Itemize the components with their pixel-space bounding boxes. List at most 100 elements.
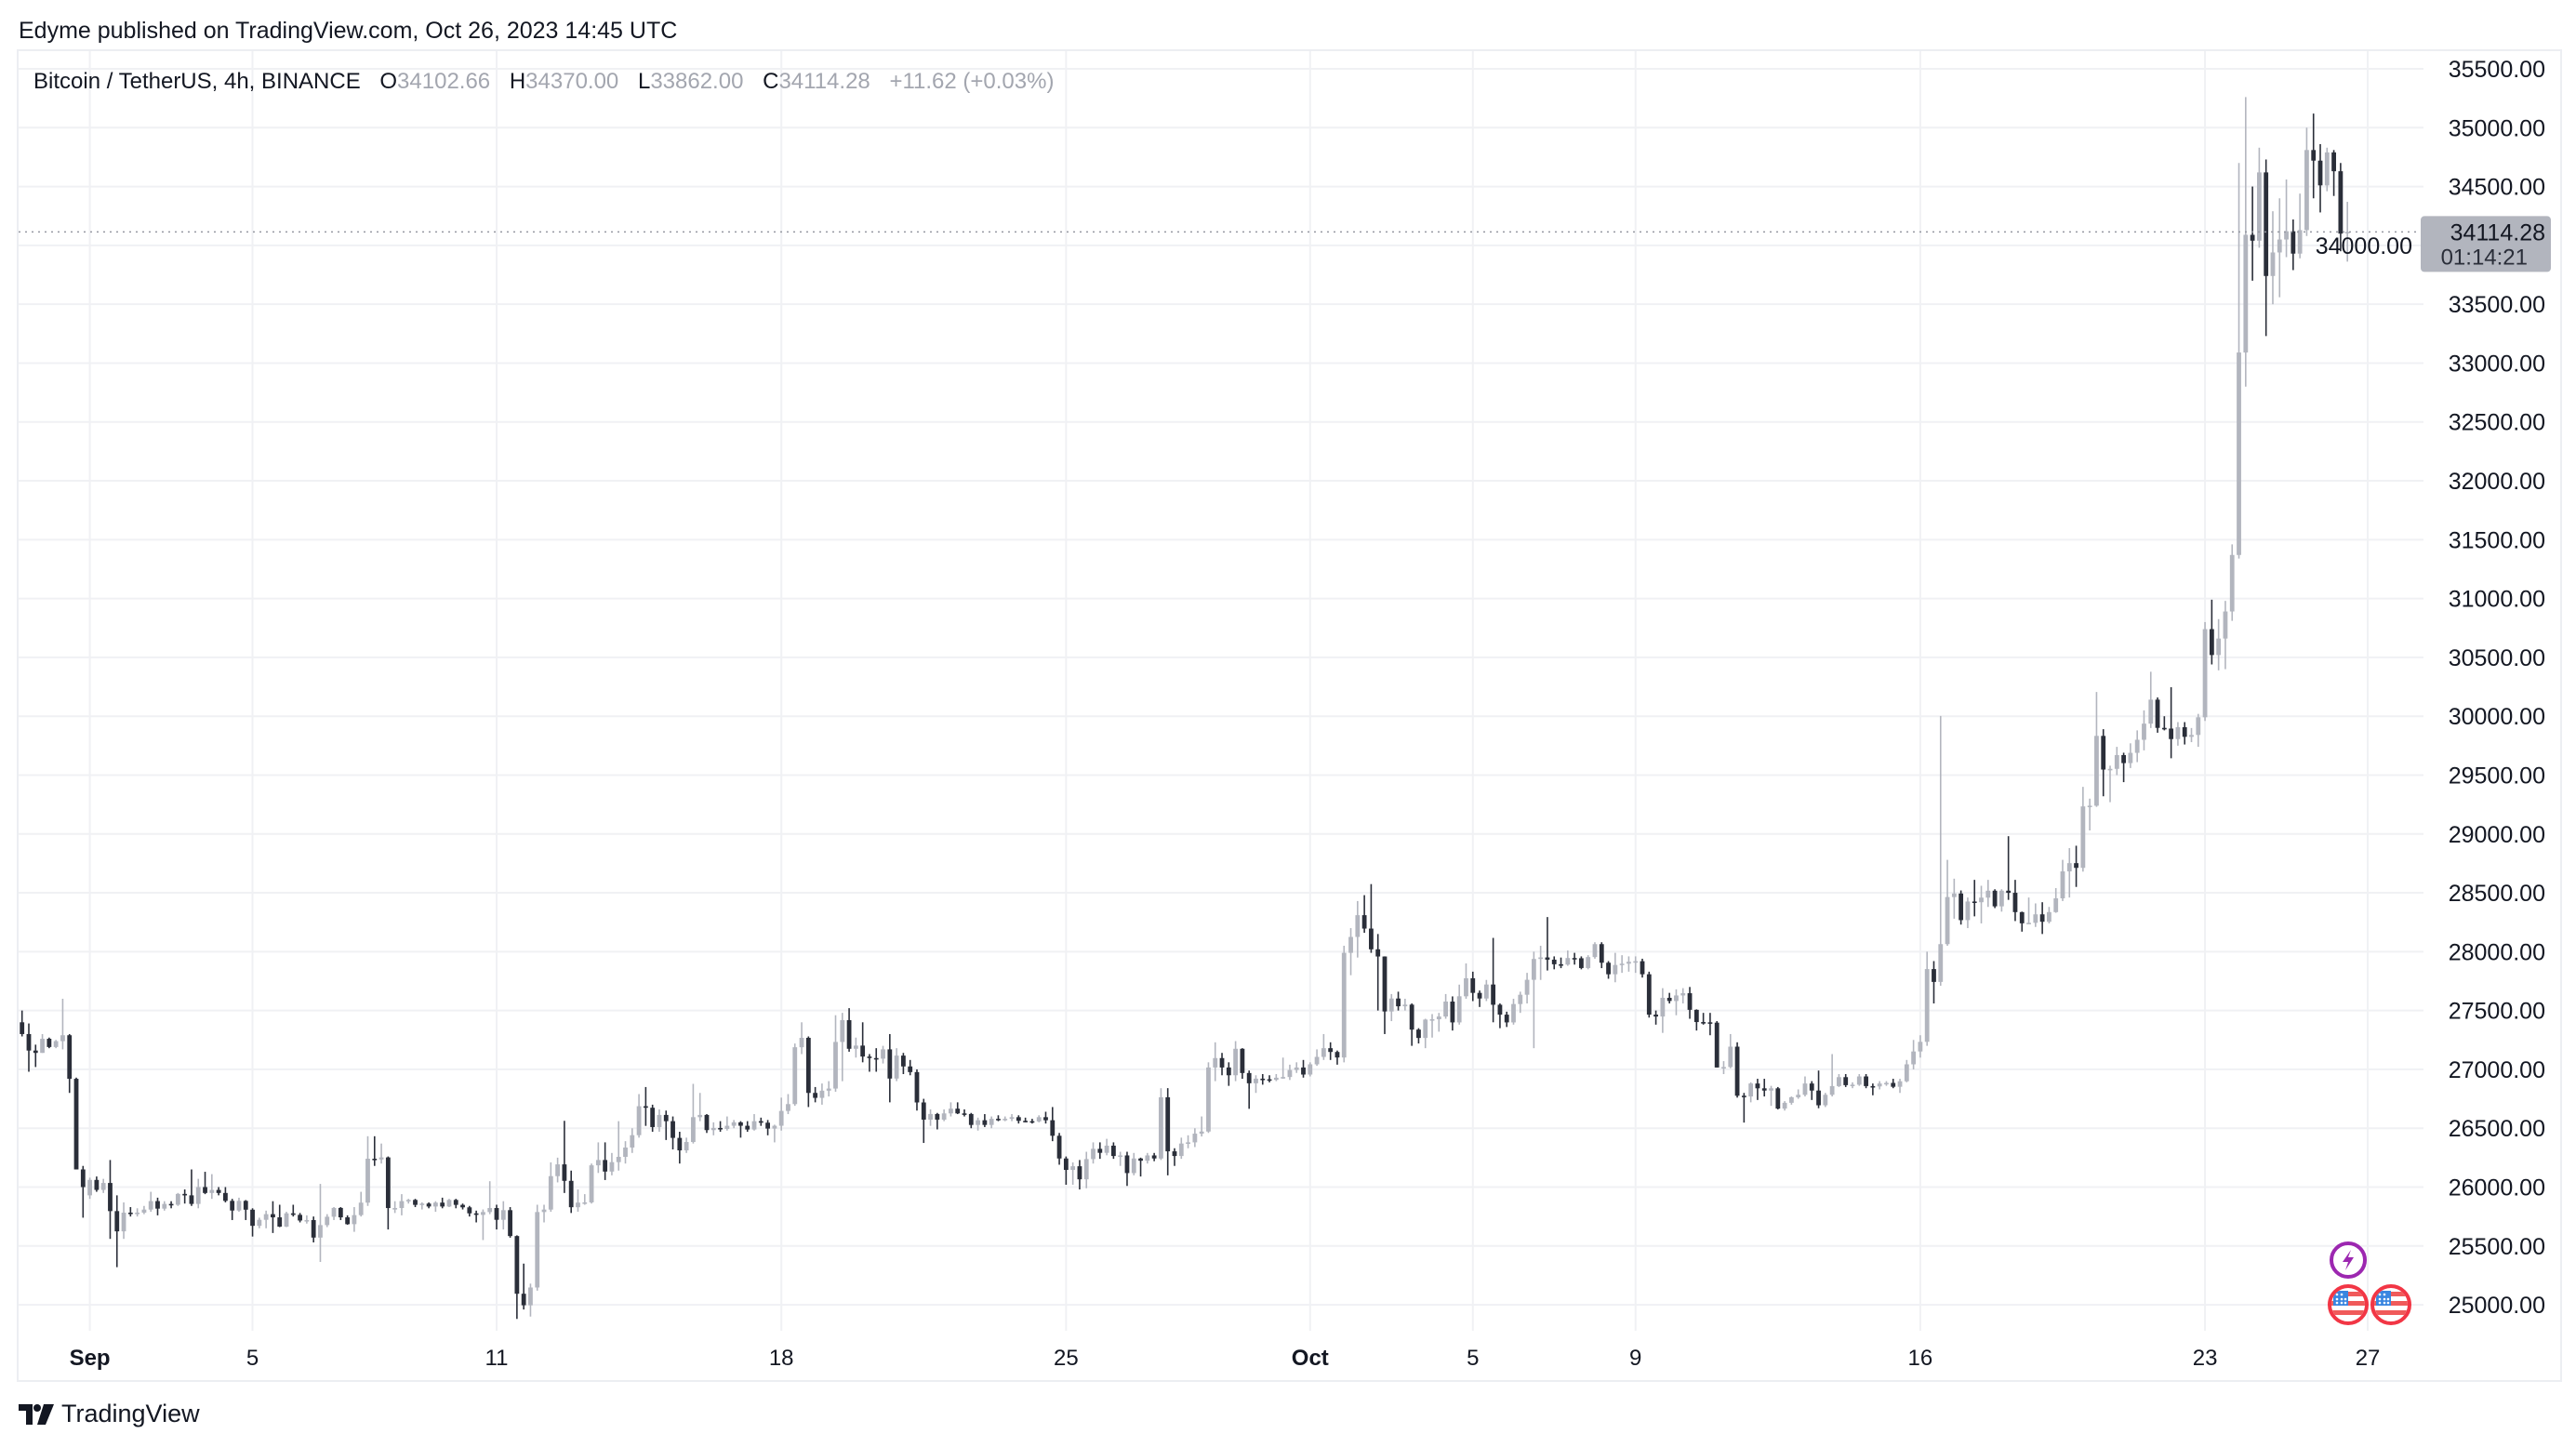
candle-up: [2243, 97, 2249, 387]
candle-down: [2291, 219, 2296, 271]
candle-up: [2087, 798, 2092, 830]
candle-down: [1240, 1048, 1245, 1080]
candle-up: [1748, 1082, 1754, 1103]
candle-up: [1483, 979, 1489, 1002]
candle-up: [1884, 1081, 1889, 1086]
candle-up: [799, 1022, 804, 1055]
candle-body: [1233, 1048, 1239, 1076]
lightning-icon[interactable]: [2330, 1241, 2367, 1279]
candle-body: [2142, 724, 2146, 740]
candle-down: [1375, 934, 1381, 1011]
candle-body: [921, 1102, 926, 1120]
candle-down: [663, 1110, 669, 1140]
candle-up: [1924, 951, 1930, 1046]
candle-body: [603, 1160, 608, 1172]
candle-up: [1856, 1073, 1862, 1086]
candle-up: [1985, 880, 1991, 908]
candle-body: [1260, 1078, 1266, 1081]
candle-body: [2196, 717, 2201, 736]
candle-body: [2148, 699, 2154, 724]
candle-down: [1497, 1003, 1503, 1029]
candle-body: [1592, 944, 1598, 958]
candle-up: [1524, 973, 1530, 1004]
us-flag-icon[interactable]: [2370, 1284, 2411, 1325]
candle-up: [1213, 1042, 1218, 1082]
candle-down: [1023, 1117, 1029, 1122]
bar-countdown: 01:14:21: [2441, 245, 2528, 270]
candle-body: [209, 1189, 215, 1193]
candle-body: [318, 1225, 323, 1238]
tradingview-footer[interactable]: TradingView: [19, 1400, 200, 1428]
candle-body: [1979, 897, 1984, 903]
candle-body: [392, 1208, 398, 1210]
candle-body: [385, 1157, 391, 1209]
candle-down: [1891, 1079, 1896, 1089]
candle-down: [1864, 1073, 1868, 1089]
candle-up: [1091, 1142, 1095, 1164]
candle-up: [1178, 1137, 1184, 1160]
price-tick-label: 28000.00: [2449, 939, 2545, 965]
candle-up: [2148, 671, 2154, 728]
candle-down: [1870, 1083, 1876, 1095]
candle-body: [1666, 997, 1672, 1002]
candle-down: [2039, 902, 2045, 935]
candle-body: [1837, 1077, 1841, 1086]
candle-body: [2114, 754, 2119, 769]
candle-down: [1693, 1009, 1699, 1031]
candle-body: [1721, 1067, 1726, 1069]
candle-body: [941, 1113, 947, 1120]
candle-body: [677, 1137, 683, 1151]
candle-up: [40, 1033, 45, 1054]
candle-down: [2264, 159, 2269, 337]
grid-lines: [19, 51, 2423, 1331]
candle-body: [352, 1215, 357, 1225]
last-price-value: 34114.28: [2450, 219, 2545, 246]
candle-body: [399, 1201, 405, 1209]
candle-up: [1728, 1033, 1733, 1069]
candle-up: [1897, 1079, 1903, 1094]
candle-up: [853, 1037, 858, 1058]
candle-body: [724, 1125, 730, 1129]
candle-body: [1254, 1078, 1258, 1083]
candle-body: [1077, 1166, 1082, 1180]
candle-up: [691, 1083, 696, 1144]
candle-up: [1118, 1151, 1123, 1166]
candle-body: [2080, 806, 2086, 869]
candle-down: [1491, 937, 1496, 1023]
candle-body: [1850, 1084, 1855, 1086]
candle-body: [2270, 252, 2276, 276]
candle-body: [576, 1202, 580, 1208]
candle-body: [1450, 1002, 1455, 1023]
candle-body: [121, 1212, 126, 1232]
candle-up: [1388, 993, 1394, 1022]
candle-down: [2250, 186, 2255, 281]
candle-body: [494, 1208, 499, 1220]
candle-down: [1646, 971, 1652, 1018]
candle-up: [1281, 1057, 1286, 1080]
candle-down: [908, 1059, 913, 1076]
us-flag-icon[interactable]: [2328, 1284, 2369, 1325]
candle-body: [114, 1211, 120, 1232]
candle-up: [528, 1283, 533, 1317]
candle-down: [704, 1114, 710, 1134]
symbol-title[interactable]: Bitcoin / TetherUS, 4h, BINANCE: [33, 69, 361, 94]
candle-body: [1796, 1095, 1801, 1097]
candle-body: [1504, 1015, 1509, 1023]
candle-body: [1755, 1083, 1760, 1089]
candle-body: [630, 1135, 635, 1148]
candle-up: [2202, 621, 2208, 722]
candle-body: [1409, 1004, 1414, 1030]
candle-body: [1972, 901, 1977, 904]
candle-body: [1477, 992, 1482, 999]
candle-down: [1714, 1021, 1720, 1068]
candle-body: [1402, 1004, 1408, 1007]
candle-down: [1063, 1156, 1069, 1185]
candle-body: [528, 1287, 533, 1306]
candle-body: [1443, 1002, 1448, 1017]
candle-body: [1199, 1131, 1204, 1135]
candle-body: [772, 1125, 777, 1129]
candle-down: [846, 1008, 852, 1052]
candle-down: [1572, 952, 1577, 965]
candle-down: [1029, 1119, 1035, 1124]
